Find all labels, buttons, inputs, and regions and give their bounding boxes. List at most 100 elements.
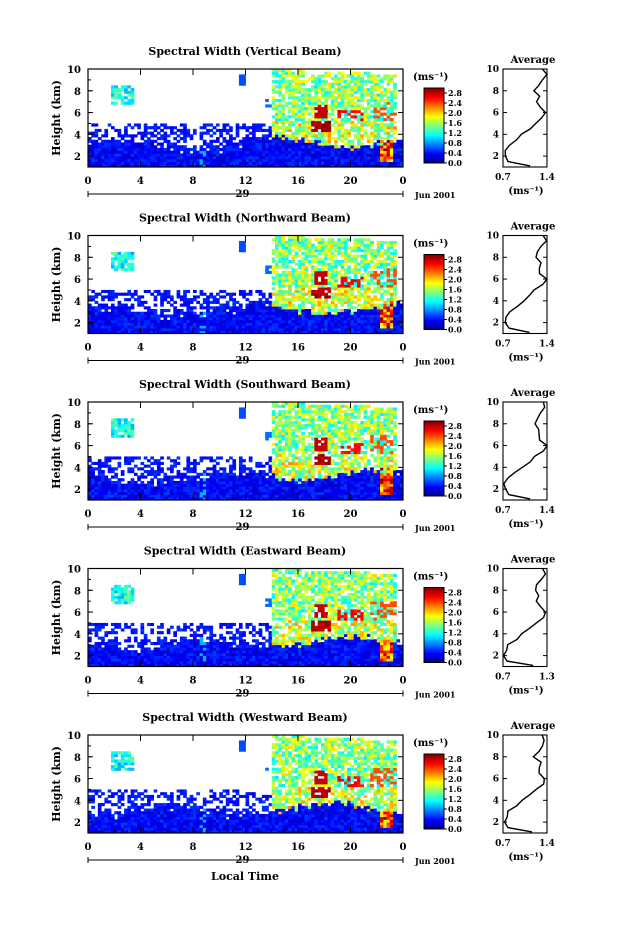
heatmap-cell — [282, 427, 286, 430]
heatmap-cell — [308, 293, 312, 296]
heatmap-cell — [216, 145, 220, 148]
heatmap-cell — [282, 110, 286, 113]
heatmap-cell — [275, 320, 279, 323]
heatmap-cell — [121, 325, 125, 328]
heatmap-cell — [373, 274, 377, 277]
heatmap-cell — [183, 476, 187, 479]
heatmap-cell — [246, 314, 250, 317]
heatmap-cell — [387, 74, 391, 77]
heatmap-cell — [167, 295, 171, 298]
heatmap-cell — [344, 241, 348, 244]
heatmap-cell — [209, 314, 213, 317]
average-y-tick-label: 4 — [493, 130, 499, 140]
heatmap-cell — [354, 246, 358, 249]
heatmap-cell — [229, 323, 233, 326]
heatmap-cell — [272, 317, 276, 320]
heatmap-cell — [252, 489, 256, 492]
heatmap-cell — [157, 151, 161, 154]
heatmap-cell — [134, 323, 138, 326]
heatmap-cell — [104, 462, 108, 465]
heatmap-cell — [141, 151, 145, 154]
heatmap-cell — [232, 459, 236, 462]
heatmap-cell — [272, 413, 276, 416]
heatmap-cell — [331, 268, 335, 271]
heatmap-cell — [246, 140, 250, 143]
heatmap-cell — [200, 486, 204, 489]
heatmap-cell — [242, 295, 246, 298]
heatmap-cell — [98, 312, 102, 315]
heatmap-cell — [288, 137, 292, 140]
heatmap-cell — [367, 317, 371, 320]
heatmap-cell — [278, 448, 282, 451]
heatmap-cell — [275, 99, 279, 102]
heatmap-cell — [232, 489, 236, 492]
heatmap-cell — [272, 481, 276, 484]
heatmap-cell — [226, 459, 230, 462]
heatmap-cell — [291, 312, 295, 315]
heatmap-cell — [275, 486, 279, 489]
heatmap-cell — [111, 429, 115, 432]
heatmap-cell — [209, 293, 213, 296]
heatmap — [88, 236, 403, 334]
heatmap-cell — [147, 323, 151, 326]
heatmap-cell — [305, 257, 309, 260]
heatmap-cell — [226, 162, 230, 165]
heatmap-cell — [324, 113, 328, 116]
heatmap-cell — [144, 153, 148, 156]
heatmap-cell — [357, 115, 361, 118]
heatmap-cell — [347, 252, 351, 255]
heatmap-cell — [354, 238, 358, 241]
heatmap-cell — [321, 290, 325, 293]
heatmap-cell — [127, 159, 131, 162]
heatmap-cell — [311, 282, 315, 285]
heatmap-cell — [137, 145, 141, 148]
heatmap-cell — [203, 484, 207, 487]
heatmap-cell — [373, 115, 377, 118]
heatmap-cell — [131, 304, 135, 307]
heatmap-cell — [229, 137, 233, 140]
heatmap-cell — [275, 143, 279, 146]
heatmap-cell — [108, 290, 112, 293]
heatmap-cell — [305, 317, 309, 320]
heatmap-cell — [223, 312, 227, 315]
heatmap-cell — [177, 314, 181, 317]
heatmap-cell — [285, 162, 289, 165]
heatmap-cell — [341, 312, 345, 315]
heatmap-cell — [275, 481, 279, 484]
heatmap-cell — [295, 309, 299, 312]
heatmap-cell — [272, 448, 276, 451]
heatmap-cell — [278, 314, 282, 317]
heatmap-cell — [337, 145, 341, 148]
heatmap-cell — [354, 91, 358, 94]
heatmap-cell — [177, 295, 181, 298]
heatmap-cell — [265, 151, 269, 154]
heatmap-cell — [387, 107, 391, 110]
heatmap-cell — [163, 156, 167, 159]
heatmap-cell — [265, 309, 269, 312]
heatmap-cell — [118, 153, 122, 156]
heatmap-cell — [200, 151, 204, 154]
heatmap-cell — [387, 88, 391, 91]
heatmap-cell — [364, 249, 368, 252]
heatmap-cell — [357, 104, 361, 107]
heatmap-cell — [344, 301, 348, 304]
heatmap-cell — [377, 241, 381, 244]
heatmap-cell — [275, 432, 279, 435]
heatmap-cell — [341, 323, 345, 326]
heatmap-cell — [193, 492, 197, 495]
heatmap-cell — [160, 470, 164, 473]
heatmap-cell — [170, 486, 174, 489]
heatmap-cell — [262, 295, 266, 298]
heatmap-cell — [268, 129, 272, 132]
heatmap-cell — [104, 325, 108, 328]
heatmap-cell — [216, 298, 220, 301]
heatmap-cell — [278, 325, 282, 328]
heatmap-cell — [203, 148, 207, 151]
heatmap-cell — [318, 304, 322, 307]
heatmap-cell — [118, 94, 122, 97]
colorbar-tick-label: 1.2 — [448, 295, 462, 305]
panel-title: Spectral Width (Southward Beam) — [139, 378, 351, 391]
heatmap-cell — [285, 456, 289, 459]
heatmap-cell — [190, 484, 194, 487]
heatmap-cell — [101, 323, 105, 326]
